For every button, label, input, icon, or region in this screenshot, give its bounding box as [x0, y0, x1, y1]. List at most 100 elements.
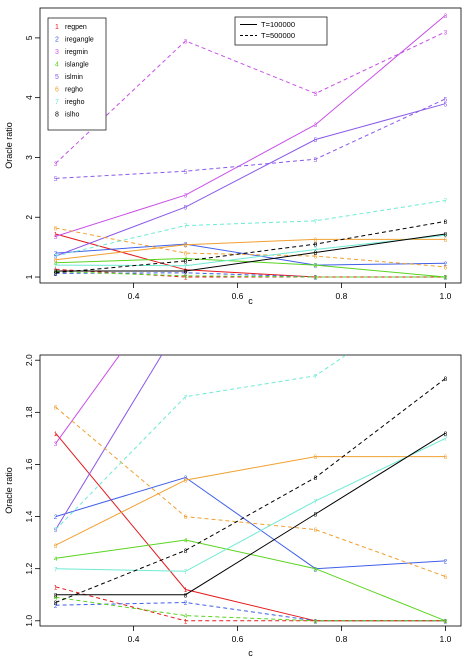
point-marker-6: 6: [184, 242, 188, 249]
point-marker-7: 7: [314, 373, 318, 380]
method-legend: 1 regpen 2 iregangle 3 iregmin 4 islangle 5 islmi…: [47, 17, 107, 131]
point-marker-8: 8: [184, 548, 188, 555]
point-marker-1: 1: [444, 618, 448, 625]
point-marker-1: 1: [444, 275, 448, 282]
point-marker-6: 6: [184, 251, 188, 258]
point-marker-6: 6: [444, 264, 448, 271]
point-marker-7: 7: [184, 263, 188, 270]
series-line-8-solid: [55, 432, 446, 596]
point-marker-8: 8: [184, 258, 188, 265]
point-marker-1: 1: [444, 618, 448, 625]
point-marker-8: 8: [314, 242, 318, 249]
point-marker-6: 6: [444, 237, 448, 244]
bottom-chart: 0.4 0.6 0.8 1.0 1.0 1.2 1.4 1.6 1.8 2.0 c Oracle ra…: [4, 354, 462, 658]
point-marker-3: 3: [54, 234, 58, 241]
point-marker-2: 2: [54, 271, 58, 278]
point-marker-6: 6: [314, 237, 318, 244]
y-axis-label: Oracle ratio: [4, 467, 14, 514]
point-marker-5: 5: [314, 137, 318, 144]
series-line-8-dashed: [55, 220, 446, 274]
point-marker-7: 7: [444, 233, 448, 240]
point-marker-7: 7: [314, 499, 318, 506]
point-marker-1: 1: [314, 618, 318, 625]
point-marker-7: 7: [54, 263, 58, 270]
point-marker-2: 2: [444, 261, 448, 268]
plot-frame: [39, 354, 462, 627]
point-marker-6: 6: [54, 405, 58, 412]
series-line-3-dashed: [55, 31, 446, 164]
y-tick-label: 2.0: [24, 354, 34, 366]
y-tick-label: 4: [24, 95, 34, 100]
point-marker-4: 4: [444, 275, 448, 282]
point-marker-7: 7: [54, 254, 58, 261]
legend-label-islangle: islangle: [65, 62, 89, 69]
legend-line-label: T=100000: [261, 20, 295, 29]
point-marker-2: 2: [314, 263, 318, 270]
series-line-2-dashed: [55, 601, 446, 622]
point-marker-6: 6: [54, 257, 58, 264]
series-line-3-solid: [55, 14, 446, 237]
point-marker-4: 4: [314, 263, 318, 270]
point-marker-6: 6: [314, 254, 318, 261]
legend-label-iregmin: iregmin: [65, 49, 88, 56]
point-marker-6: 6: [444, 454, 448, 461]
point-marker-3: 3: [444, 13, 448, 20]
point-marker-1: 1: [184, 587, 188, 594]
point-marker-5: 5: [184, 205, 188, 212]
x-tick-label: 0.6: [232, 291, 244, 301]
point-marker-2: 2: [444, 618, 448, 625]
point-marker-2: 2: [54, 514, 58, 521]
point-marker-6: 6: [184, 478, 188, 485]
point-marker-2: 2: [444, 558, 448, 565]
point-marker-4: 4: [444, 618, 448, 625]
point-marker-7: 7: [184, 223, 188, 230]
point-marker-6: 6: [54, 543, 58, 550]
method-legend-box: [47, 17, 107, 131]
point-marker-6: 6: [444, 574, 448, 581]
series-line-8-dashed: [55, 378, 446, 603]
point-marker-2: 2: [184, 270, 188, 277]
legend-label-regho: regho: [65, 87, 83, 94]
point-marker-4: 4: [444, 618, 448, 625]
y-tick-label: 5: [24, 35, 34, 40]
point-marker-5: 5: [444, 96, 448, 103]
legend-marker-1: 1: [55, 24, 59, 31]
series-line-6-dashed: [55, 406, 446, 577]
point-marker-4: 4: [54, 260, 58, 267]
x-tick-label: 0.8: [336, 634, 348, 644]
point-marker-7: 7: [54, 566, 58, 573]
point-marker-1: 1: [314, 618, 318, 625]
point-marker-2: 2: [184, 475, 188, 482]
y-axis-label: Oracle ratio: [4, 122, 14, 169]
point-marker-2: 2: [314, 566, 318, 573]
point-marker-1: 1: [54, 232, 58, 239]
series-line-7-dashed: [55, 200, 446, 257]
legend-marker-5: 5: [55, 74, 59, 81]
point-marker-1: 1: [54, 267, 58, 274]
x-tick-label: 1.0: [439, 291, 451, 301]
point-marker-3: 3: [184, 38, 188, 45]
point-marker-5: 5: [314, 157, 318, 164]
point-marker-3: 3: [54, 441, 58, 448]
point-marker-1: 1: [314, 275, 318, 282]
legend-label-iregangle: iregangle: [65, 37, 94, 44]
point-marker-8: 8: [444, 219, 448, 226]
point-marker-6: 6: [184, 514, 188, 521]
point-marker-1: 1: [54, 585, 58, 592]
point-marker-4: 4: [314, 275, 318, 282]
point-marker-8: 8: [184, 269, 188, 276]
point-marker-5: 5: [54, 254, 58, 261]
point-marker-5: 5: [184, 169, 188, 176]
series-line-4-dashed: [55, 271, 446, 278]
y-tick-label: 1.4: [24, 510, 34, 522]
legend-marker-8: 8: [55, 112, 59, 119]
y-tick-label: 3: [24, 155, 34, 160]
point-marker-7: 7: [54, 527, 58, 534]
point-marker-2: 2: [184, 242, 188, 249]
point-marker-1: 1: [184, 275, 188, 282]
series-line-8-solid: [55, 233, 446, 272]
legend-marker-6: 6: [55, 87, 59, 94]
point-marker-8: 8: [184, 592, 188, 599]
point-marker-8: 8: [314, 512, 318, 519]
series-line-5-solid: [55, 355, 163, 530]
